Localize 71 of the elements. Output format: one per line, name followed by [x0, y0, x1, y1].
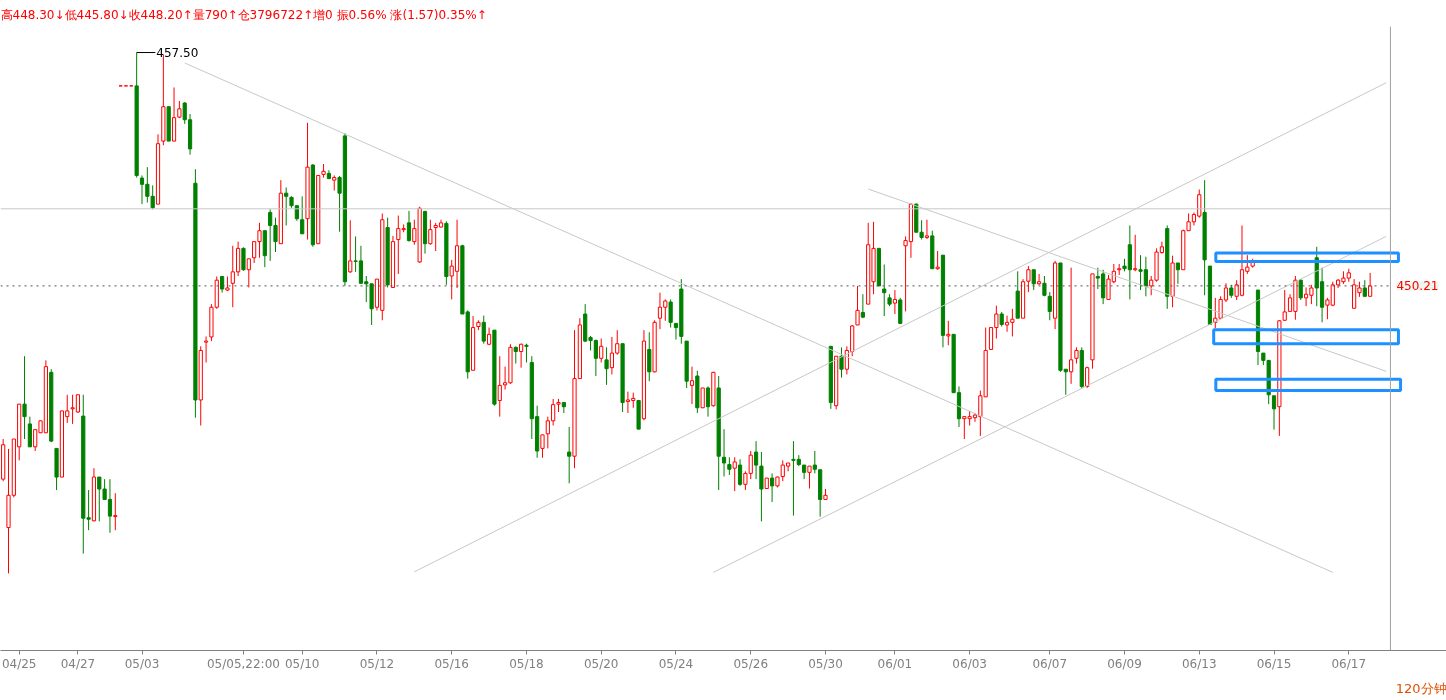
candlestick — [348, 219, 353, 274]
x-tick-label: 05/16 — [434, 656, 470, 671]
candlestick — [892, 289, 898, 315]
candlestick — [497, 355, 502, 418]
candlestick — [759, 451, 764, 522]
candlestick — [1175, 262, 1181, 285]
text: 450.21 — [1396, 279, 1439, 294]
candlestick — [732, 456, 737, 492]
x-tick-label: 05/10 — [284, 656, 320, 671]
x-tick-label: 06/03 — [952, 656, 987, 671]
candlestick — [855, 285, 860, 326]
candlestick — [1133, 234, 1138, 272]
candlestick — [113, 492, 118, 531]
candlestick — [604, 346, 609, 386]
x-tick-label: 04/27 — [60, 656, 96, 671]
x-tick-label: 04/25 — [1, 656, 37, 671]
candlestick — [1036, 273, 1042, 286]
candlestick — [567, 426, 572, 484]
candlestick — [924, 219, 930, 240]
annotation: 457.50 — [156, 46, 199, 61]
chart-title: 高448.30↓低445.80↓收448.20↑量790↑仓3796722↑增0 振0.56% 涨(1.57)0.35%↑ — [0, 7, 487, 22]
x-tick-label: 06/17 — [1331, 656, 1367, 671]
x-tick-label: 06/09 — [1107, 656, 1142, 671]
candlestick — [300, 195, 305, 235]
candlestick — [284, 186, 289, 226]
candlestick — [1368, 272, 1373, 297]
candlestick — [705, 385, 711, 418]
candlestick — [737, 458, 743, 487]
x-tick-label: 05/03 — [124, 656, 160, 671]
candlestick — [203, 335, 209, 363]
candlestick — [171, 86, 177, 142]
x-tick-label: 06/07 — [1032, 656, 1068, 671]
candlestick — [241, 246, 246, 272]
candlestick — [882, 264, 887, 317]
x-tick-label: 05/18 — [509, 656, 544, 671]
candlestick — [524, 343, 529, 363]
candlestick — [807, 465, 812, 490]
candlestick — [753, 440, 759, 480]
candlestick — [839, 346, 844, 379]
candlestick — [1271, 395, 1277, 431]
x-tick-label: 05/05,22:00 — [206, 656, 280, 671]
x-tick-label: 06/01 — [877, 656, 913, 671]
candlestick — [668, 298, 673, 329]
candlestick — [599, 338, 604, 363]
x-tick-label: 05/26 — [733, 656, 769, 671]
x-tick-label: 05/30 — [808, 656, 843, 671]
candlestick — [540, 434, 545, 459]
candlestick — [428, 219, 433, 246]
candlestick — [898, 297, 903, 324]
candlestick — [935, 250, 940, 271]
candlestick — [22, 355, 27, 440]
x-tick-label: 06/13 — [1181, 656, 1217, 671]
candlestick — [406, 210, 412, 243]
text: 120分钟 — [1395, 680, 1446, 696]
candlestick — [721, 428, 727, 478]
x-tick-label: 05/24 — [658, 656, 694, 671]
candlestick — [647, 331, 652, 382]
candlestick — [946, 320, 951, 346]
candlestick — [481, 315, 486, 345]
candlestick — [689, 366, 695, 405]
candlestick — [27, 416, 32, 448]
x-tick-label: 05/20 — [583, 656, 619, 671]
candlestick — [1047, 291, 1052, 321]
candlestick — [1031, 269, 1036, 291]
candlestick — [1069, 267, 1074, 385]
candlestick — [1149, 275, 1154, 296]
candlestick — [246, 258, 251, 288]
x-tick-label: 05/12 — [359, 656, 395, 671]
candlestick — [700, 387, 705, 409]
candlestick — [769, 472, 775, 503]
x-tick-label: 06/15 — [1256, 656, 1292, 671]
